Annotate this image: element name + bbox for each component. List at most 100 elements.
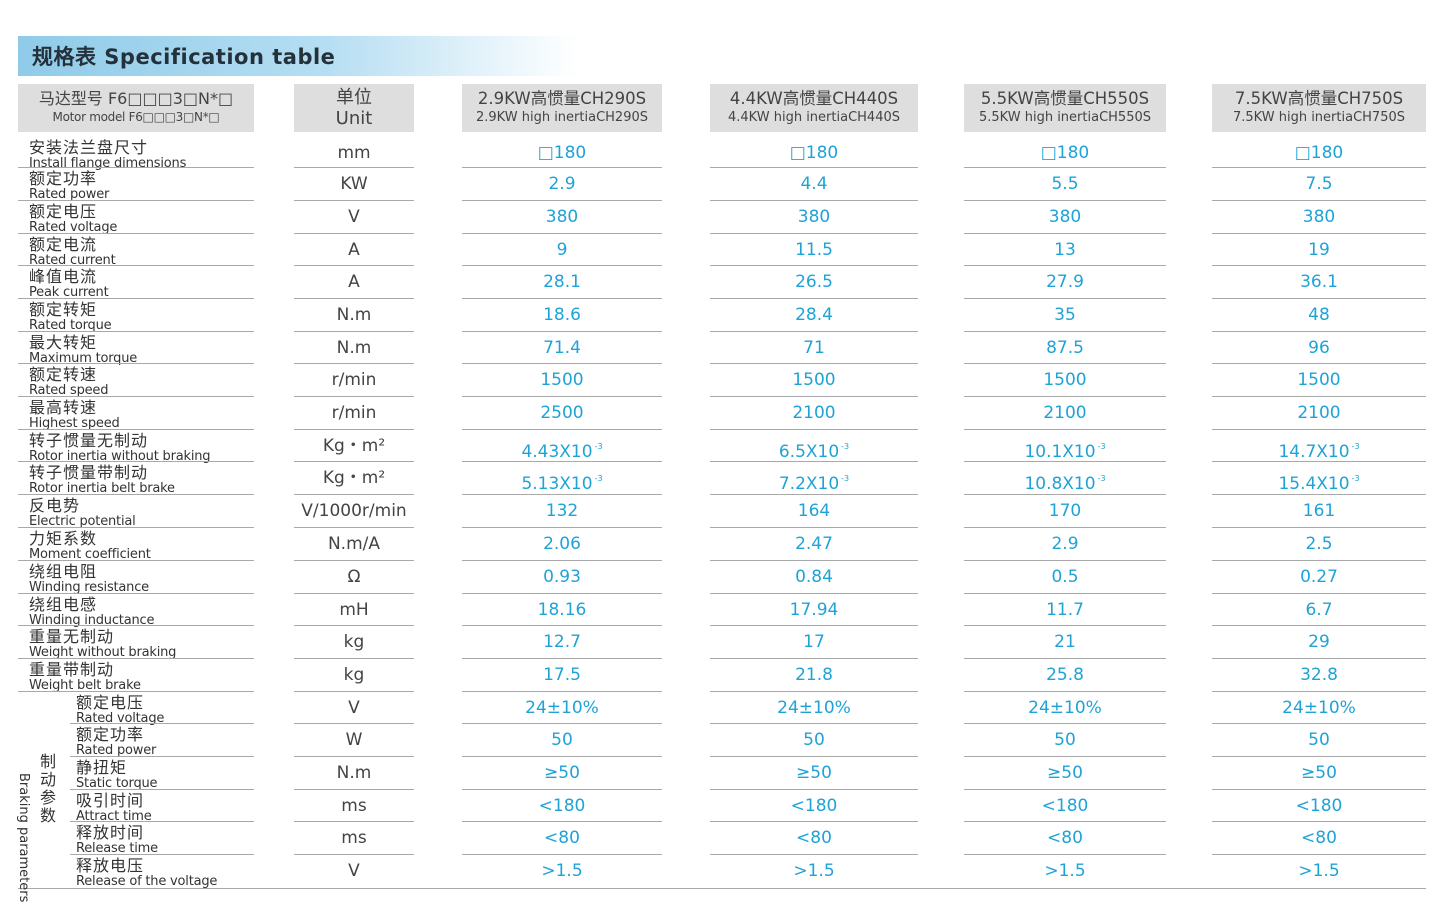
spec-value: 2.9 <box>462 168 662 201</box>
row-divider <box>964 756 1166 757</box>
spec-value-text: □180 <box>789 143 839 163</box>
spec-value-text: 24±10% <box>525 698 599 718</box>
row-divider <box>710 200 918 201</box>
spec-value-exponent: -3 <box>841 474 850 483</box>
spec-value-text: 29 <box>1308 632 1330 652</box>
row-divider <box>710 593 918 594</box>
row-divider <box>710 429 918 430</box>
spec-value: 50 <box>710 724 918 757</box>
spec-value: 10.8X10 -3 <box>964 462 1166 495</box>
spec-value-text: 164 <box>797 501 831 521</box>
spec-value-text: 2.06 <box>543 534 581 554</box>
row-divider <box>710 854 918 855</box>
spec-label-en: Rated power <box>76 743 157 758</box>
spec-value: 19 <box>1212 234 1426 267</box>
title-bar <box>18 36 578 76</box>
spec-value: 50 <box>1212 724 1426 757</box>
row-divider <box>462 265 662 266</box>
spec-value: 12.7 <box>462 626 662 659</box>
spec-value-exponent: -3 <box>594 474 603 483</box>
spec-label-zh: 额定转速 <box>29 365 98 384</box>
spec-unit: W <box>345 730 363 750</box>
spec-label: 额定功率 Rated power <box>29 171 109 203</box>
spec-value-text: 32.8 <box>1300 665 1338 685</box>
spec-unit: N.m <box>336 338 372 358</box>
spec-value: □180 <box>462 137 662 170</box>
spec-label: 转子惯量带制动 Rotor inertia belt brake <box>29 465 175 497</box>
row-divider <box>18 233 254 234</box>
spec-value-text: <80 <box>544 828 580 848</box>
row-divider <box>710 560 918 561</box>
spec-value: <80 <box>462 822 662 855</box>
spec-row: 转子惯量带制动 Rotor inertia belt brake Kg・m² 5.13… <box>0 462 1450 497</box>
spec-value: 0.84 <box>710 561 918 594</box>
spec-value-text: 27.9 <box>1046 272 1084 292</box>
row-divider <box>462 396 662 397</box>
row-divider <box>294 593 414 594</box>
row-divider <box>462 756 662 757</box>
spec-value-text: 1500 <box>1297 370 1341 390</box>
row-divider <box>710 363 918 364</box>
spec-value-exponent: -3 <box>594 442 603 451</box>
spec-value: 11.7 <box>964 594 1166 627</box>
spec-value: 2.47 <box>710 528 918 561</box>
header-model-zh: 5.5KW高惯量CH550S <box>980 89 1150 108</box>
spec-value-text: >1.5 <box>1044 861 1086 881</box>
row-divider <box>462 691 662 692</box>
row-divider <box>294 233 414 234</box>
spec-label: 额定转速 Rated speed <box>29 365 108 399</box>
row-divider <box>964 658 1166 659</box>
braking-spec-row: 释放电压 Release of the voltage V >1.5 >1.5 >1.5 >… <box>0 855 1450 890</box>
spec-value-text: 11.5 <box>795 240 833 260</box>
page-title: 规格表 Specification table <box>32 45 336 69</box>
spec-value-text: 380 <box>797 207 831 227</box>
spec-label-zh: 额定电压 <box>29 202 98 221</box>
spec-value: 14.7X10 -3 <box>1212 430 1426 463</box>
spec-unit: r/min <box>331 370 377 390</box>
row-divider <box>1212 560 1426 561</box>
row-divider <box>18 494 254 495</box>
spec-value-text: 24±10% <box>1282 698 1356 718</box>
row-divider <box>1212 461 1426 462</box>
spec-value-text: 21.8 <box>795 665 833 685</box>
spec-label-en: Moment coefficient <box>29 547 151 562</box>
spec-value-text: 36.1 <box>1300 272 1338 292</box>
spec-value-text: 2.5 <box>1305 534 1333 554</box>
spec-row: 最高转速 Highest speed r/min 2500 2100 2100 2100 <box>0 397 1450 432</box>
spec-value: 26.5 <box>710 266 918 299</box>
row-divider <box>462 527 662 528</box>
spec-label: 额定电流 Rated current <box>29 237 116 269</box>
row-divider <box>964 854 1166 855</box>
braking-spec-row: 释放时间 Release time ms <80 <80 <80 <80 <box>0 822 1450 857</box>
spec-value: 5.5 <box>964 168 1166 201</box>
spec-value-text: 24±10% <box>1028 698 1102 718</box>
spec-value-text: 50 <box>1308 730 1330 750</box>
row-divider <box>964 331 1166 332</box>
spec-value: <180 <box>1212 790 1426 823</box>
spec-value-text: 2100 <box>792 403 836 423</box>
spec-value-text: 71 <box>803 338 825 358</box>
spec-value: □180 <box>710 137 918 170</box>
spec-value: 87.5 <box>964 332 1166 365</box>
row-divider <box>294 396 414 397</box>
spec-value: 96 <box>1212 332 1426 365</box>
spec-value: 1500 <box>1212 364 1426 397</box>
row-divider <box>18 429 254 430</box>
spec-value-text: 7.2X10 <box>778 474 840 494</box>
spec-value-text: 25.8 <box>1046 665 1084 685</box>
spec-value-text: 132 <box>545 501 579 521</box>
spec-unit: V <box>348 698 360 718</box>
spec-value-text: >1.5 <box>1298 861 1340 881</box>
spec-value-text: ≥50 <box>1301 763 1337 783</box>
row-divider <box>964 821 1166 822</box>
spec-value-text: 18.6 <box>543 305 581 325</box>
spec-unit: A <box>348 240 360 260</box>
header-motor-model-zh: 马达型号 F6□□□3□N*□ <box>38 89 234 108</box>
spec-value-text: <180 <box>1041 796 1089 816</box>
spec-value: 0.5 <box>964 561 1166 594</box>
row-divider <box>964 396 1166 397</box>
spec-label-zh: 重量带制动 <box>29 660 115 679</box>
spec-value-text: >1.5 <box>793 861 835 881</box>
spec-value: 2500 <box>462 397 662 430</box>
spec-label-en: Rotor inertia without braking <box>29 449 211 464</box>
